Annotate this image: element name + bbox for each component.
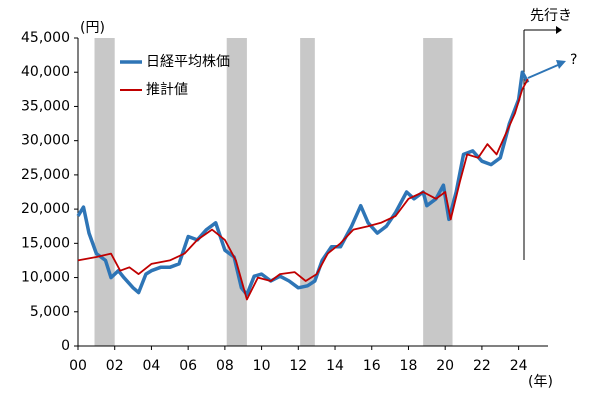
series-line (76, 70, 530, 297)
x-tick-label: 04 (143, 358, 161, 374)
x-unit: (年) (528, 374, 553, 390)
forecast-arrow (527, 64, 559, 79)
x-tick-label: 24 (510, 358, 528, 374)
y-tick-label: 45,000 (21, 30, 70, 46)
shaded-period (300, 38, 315, 346)
x-tick-label: 12 (289, 358, 307, 374)
x-tick-label: 18 (400, 358, 418, 374)
x-tick-label: 14 (326, 358, 344, 374)
y-tick-label: 30,000 (21, 133, 70, 149)
outlook-arrowhead (556, 26, 562, 34)
y-tick-label: 20,000 (21, 201, 70, 217)
y-tick-label: 5,000 (30, 304, 70, 320)
x-tick-label: 06 (179, 358, 197, 374)
x-tick-label: 02 (106, 358, 124, 374)
x-tick-label: 08 (216, 358, 234, 374)
y-tick-label: 25,000 (21, 167, 70, 183)
shaded-period (94, 38, 115, 346)
series-line (77, 78, 529, 301)
y-tick-label: 10,000 (21, 270, 70, 286)
question-mark: ? (570, 52, 577, 68)
y-tick-label: 15,000 (21, 235, 70, 251)
x-tick-label: 20 (436, 358, 454, 374)
y-tick-label: 0 (61, 338, 70, 354)
y-tick-label: 40,000 (21, 64, 70, 80)
shaded-period (226, 38, 247, 346)
y-unit: (円) (80, 20, 105, 36)
forecast-arrowhead (556, 60, 566, 69)
legend-label: 推計値 (146, 82, 188, 98)
y-tick-label: 35,000 (21, 98, 70, 114)
x-tick-label: 16 (363, 358, 381, 374)
legend-label: 日経平均株価 (146, 54, 230, 70)
x-tick-label: 22 (473, 358, 491, 374)
x-tick-label: 10 (253, 358, 271, 374)
x-tick-label: 00 (69, 358, 87, 374)
outlook-label: 先行き (530, 8, 572, 24)
